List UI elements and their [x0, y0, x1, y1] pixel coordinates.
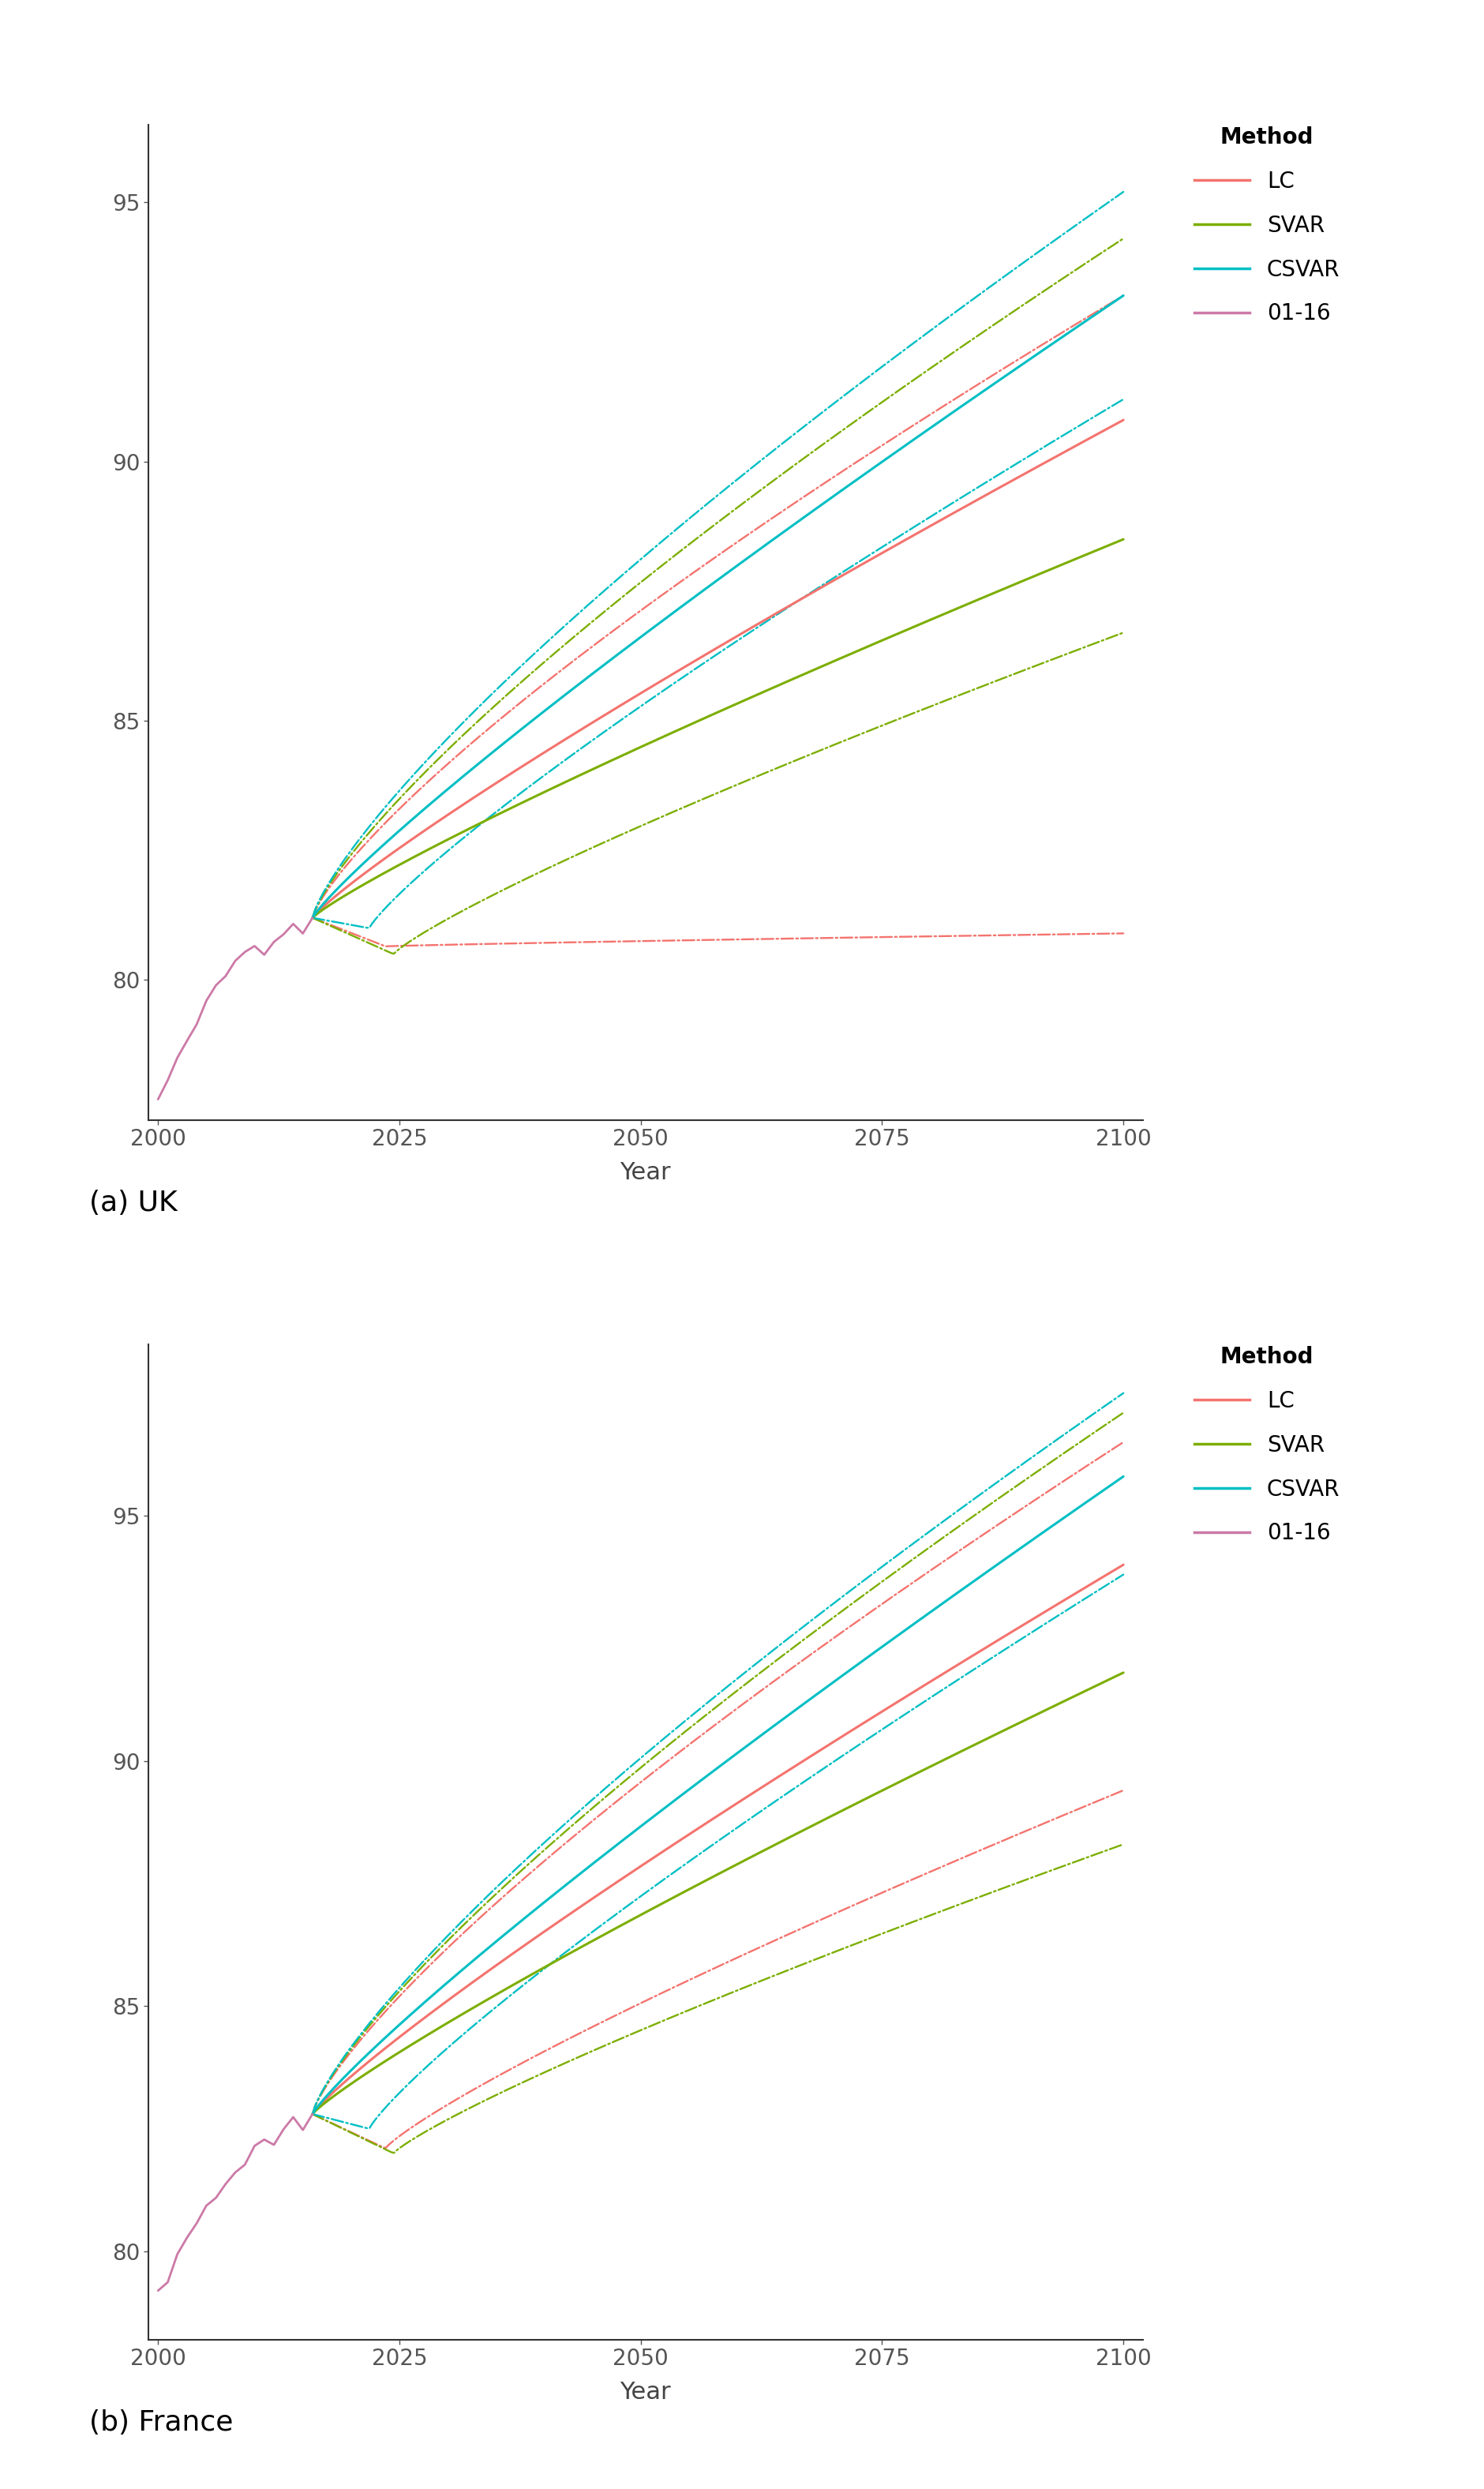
Legend: LC, SVAR, CSVAR, 01-16: LC, SVAR, CSVAR, 01-16: [1183, 1334, 1350, 1556]
Legend: LC, SVAR, CSVAR, 01-16: LC, SVAR, CSVAR, 01-16: [1183, 114, 1350, 336]
X-axis label: Year: Year: [620, 1162, 671, 1185]
Text: (b) France: (b) France: [89, 2409, 233, 2437]
X-axis label: Year: Year: [620, 2382, 671, 2404]
Text: (a) UK: (a) UK: [89, 1190, 177, 1217]
